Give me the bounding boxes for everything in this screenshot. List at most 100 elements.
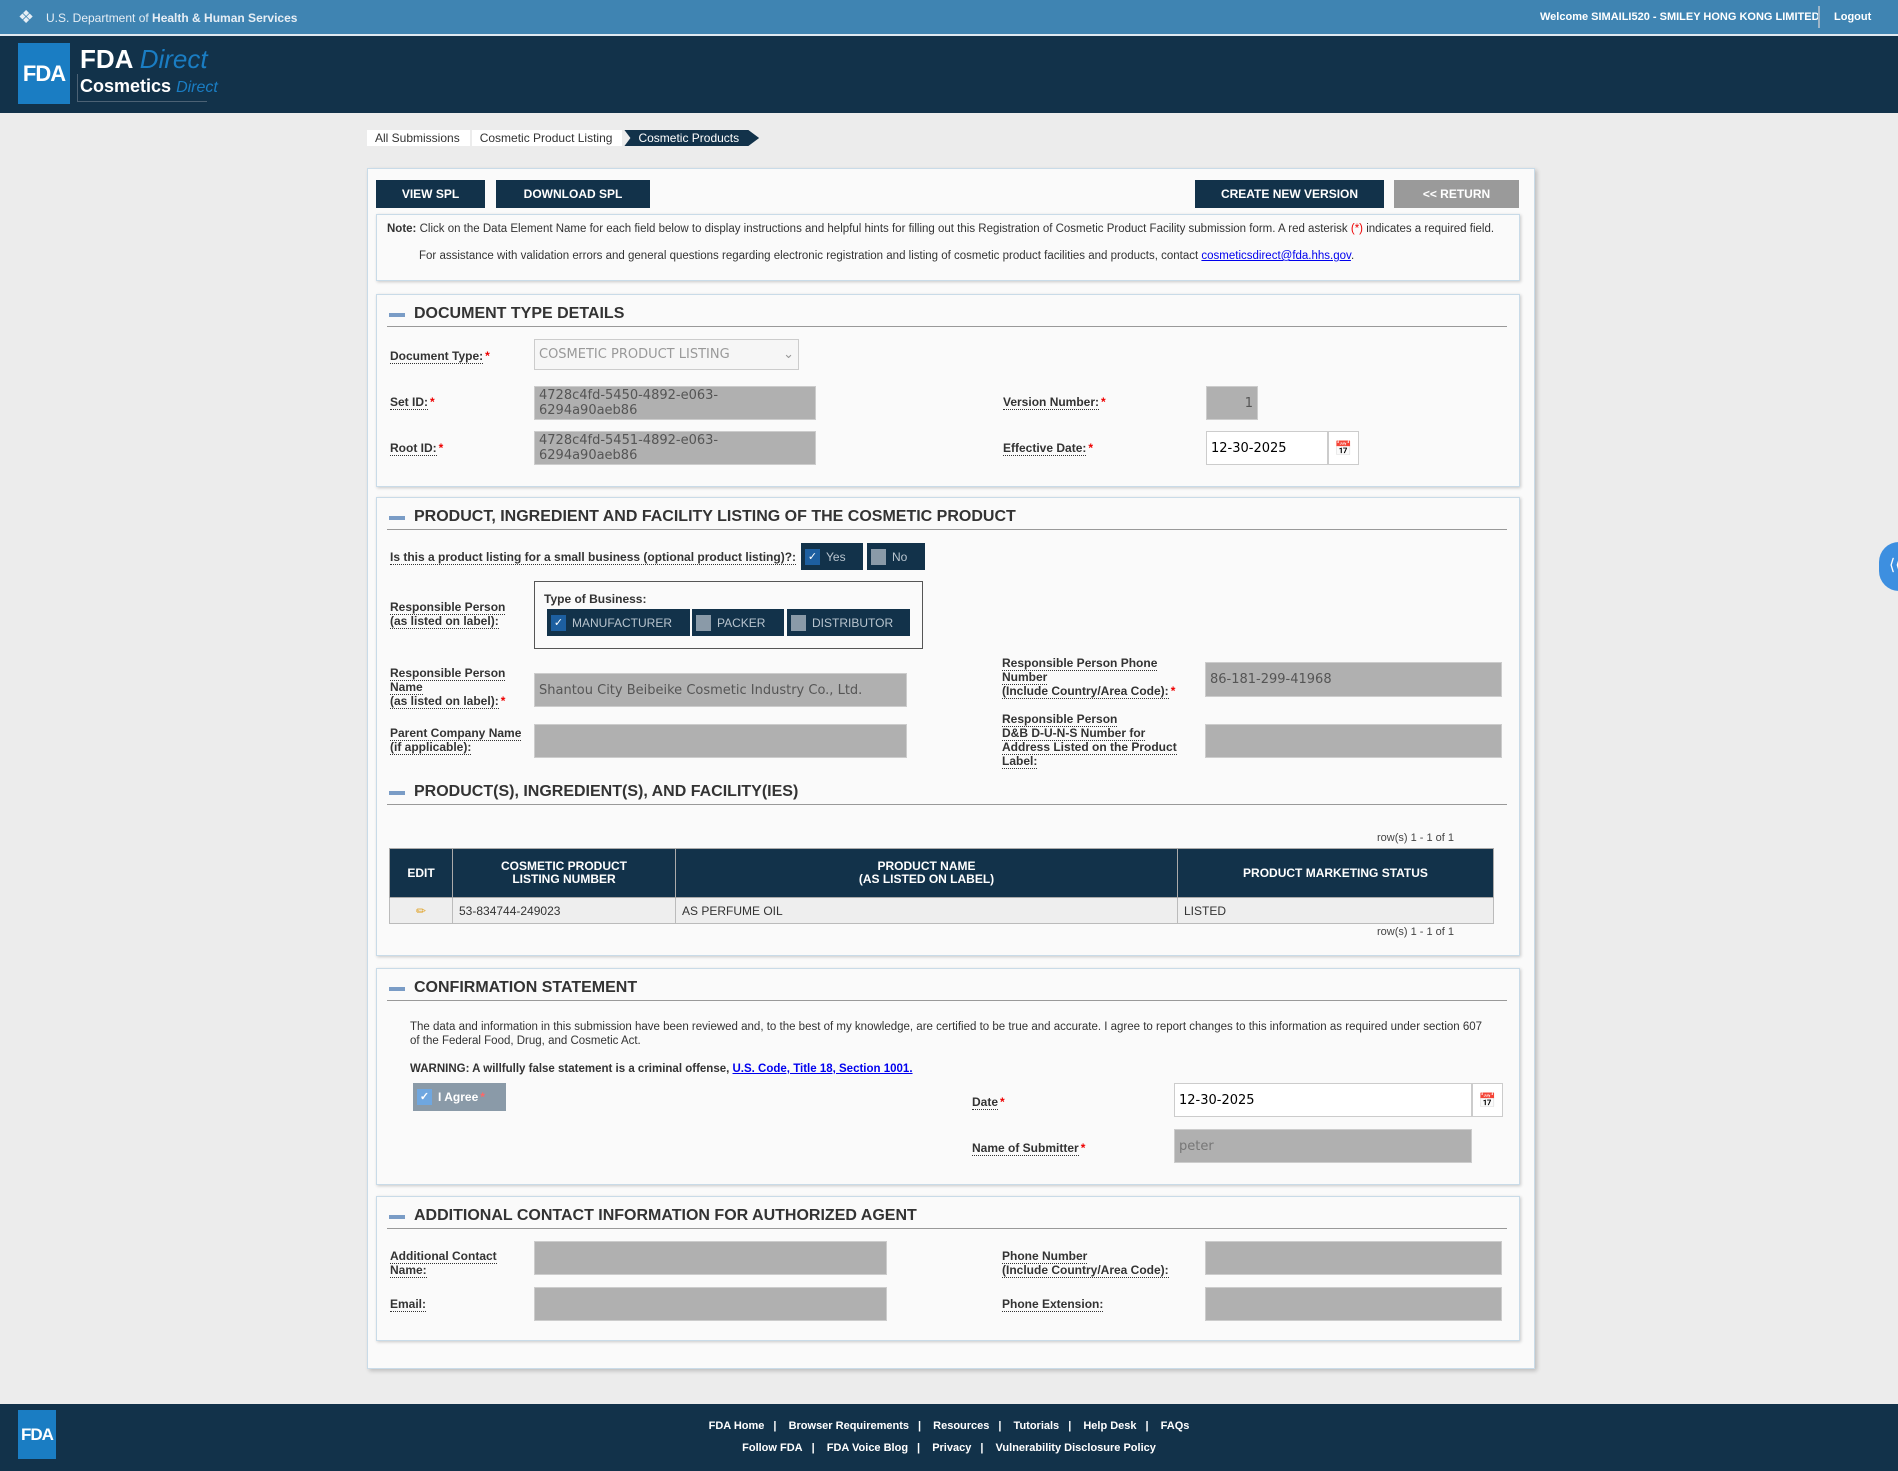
- footer-link-resources[interactable]: Resources: [933, 1420, 990, 1432]
- fda-logo[interactable]: FDA: [18, 43, 70, 104]
- breadcrumb-cosmetic-products: Cosmetic Products: [624, 130, 760, 146]
- duns-field[interactable]: [1205, 724, 1502, 758]
- submitter-name-field[interactable]: peter: [1174, 1129, 1472, 1163]
- product-name-cell: AS PERFUME OIL: [675, 897, 1178, 924]
- return-button[interactable]: << RETURN: [1394, 180, 1519, 208]
- label-text: Date: [972, 1095, 999, 1110]
- assist-period: .: [1350, 250, 1355, 262]
- parent-company-label[interactable]: Parent Company Name (if applicable):: [390, 726, 522, 755]
- view-spl-button[interactable]: VIEW SPL: [376, 180, 485, 208]
- agent-phone-label[interactable]: Phone Number (Include Country/Area Code):: [1002, 1249, 1169, 1278]
- version-number-field[interactable]: 1: [1206, 386, 1258, 420]
- effective-date-label[interactable]: Effective Date: *: [1003, 441, 1094, 456]
- note-text: Note: Click on the Data Element Name for…: [387, 222, 1509, 236]
- label-text: Email:: [390, 1297, 427, 1312]
- root-id-label[interactable]: Root ID: *: [390, 441, 444, 456]
- assistance-text: For assistance with validation errors an…: [387, 249, 1509, 263]
- col-listing-number[interactable]: COSMETIC PRODUCT LISTING NUMBER: [452, 848, 676, 898]
- footer-link-browser-requirements[interactable]: Browser Requirements: [788, 1420, 909, 1432]
- col-marketing-status[interactable]: PRODUCT MARKETING STATUS: [1177, 848, 1494, 898]
- date-label[interactable]: Date *: [972, 1095, 1005, 1110]
- download-spl-button[interactable]: DOWNLOAD SPL: [496, 180, 650, 208]
- small-business-label[interactable]: Is this a product listing for a small bu…: [390, 550, 797, 565]
- phone-extension-field[interactable]: [1205, 1287, 1502, 1321]
- logout-link[interactable]: Logout: [1834, 11, 1872, 23]
- responsible-person-name-label[interactable]: Responsible Person Name (as listed on labe…: [390, 666, 506, 709]
- hhs-agency-name[interactable]: U.S. Department of Health & Human Servic…: [46, 11, 297, 25]
- confirmation-date-field[interactable]: 12-30-2025: [1174, 1083, 1472, 1117]
- footer-link-follow-fda[interactable]: Follow FDA: [742, 1442, 803, 1454]
- type-of-business-group: Type of Business: ✓ MANUFACTURER PACKER D…: [534, 581, 923, 649]
- products-table: EDIT COSMETIC PRODUCT LISTING NUMBER PROD…: [389, 848, 1494, 924]
- breadcrumb-cosmetic-product-listing[interactable]: Cosmetic Product Listing: [471, 130, 623, 146]
- distributor-checkbox[interactable]: DISTRIBUTOR: [787, 609, 910, 636]
- submitter-name-label[interactable]: Name of Submitter *: [972, 1141, 1086, 1156]
- email-field[interactable]: [534, 1287, 887, 1321]
- col-line: LISTING NUMBER: [512, 872, 616, 886]
- document-type-label[interactable]: Document Type: *: [390, 349, 490, 364]
- rows-info-bottom: row(s) 1 - 1 of 1: [1377, 926, 1455, 938]
- responsible-person-label[interactable]: Responsible Person (as listed on label):: [390, 600, 506, 629]
- confirmation-text: The data and information in this submiss…: [410, 1021, 1483, 1047]
- footer-link-fda-home[interactable]: FDA Home: [708, 1420, 765, 1432]
- version-number-label[interactable]: Version Number: *: [1003, 395, 1106, 410]
- set-id-label[interactable]: Set ID: *: [390, 395, 435, 410]
- effective-date-field[interactable]: 12-30-2025: [1206, 431, 1328, 465]
- section-title[interactable]: ADDITIONAL CONTACT INFORMATION FOR AUTHO…: [387, 1207, 1507, 1229]
- duns-label[interactable]: Responsible Person D&B D-U-N-S Number for…: [1002, 712, 1177, 769]
- calendar-icon[interactable]: 📅: [1328, 431, 1359, 465]
- note-body: Click on the Data Element Name for each …: [416, 223, 1351, 235]
- small-business-yes-toggle[interactable]: ✓ Yes: [801, 543, 863, 570]
- footer-fda-logo[interactable]: FDA: [18, 1410, 56, 1459]
- document-type-select[interactable]: COSMETIC PRODUCT LISTING ⌄: [534, 339, 799, 370]
- manufacturer-checkbox[interactable]: ✓ MANUFACTURER: [547, 609, 690, 636]
- section-title[interactable]: CONFIRMATION STATEMENT: [387, 979, 1507, 1001]
- fda-direct-title[interactable]: FDA Direct: [80, 44, 208, 75]
- cosmetics-direct-subtitle: Cosmetics Direct: [80, 76, 218, 97]
- footer-link-tutorials[interactable]: Tutorials: [1013, 1420, 1060, 1432]
- assist-body: For assistance with validation errors an…: [419, 250, 1202, 262]
- i-agree-checkbox[interactable]: ✓ I Agree *: [413, 1083, 506, 1111]
- section-title[interactable]: PRODUCT, INGREDIENT AND FACILITY LISTING…: [387, 508, 1507, 530]
- section-title[interactable]: DOCUMENT TYPE DETAILS: [387, 305, 1507, 327]
- additional-contact-field[interactable]: [534, 1241, 887, 1275]
- footer-link-faqs[interactable]: FAQs: [1160, 1420, 1190, 1432]
- footer-link-help-desk[interactable]: Help Desk: [1083, 1420, 1137, 1432]
- additional-contact-label[interactable]: Additional Contact Name:: [390, 1249, 497, 1278]
- edit-pencil-icon[interactable]: ✏: [389, 897, 453, 924]
- responsible-person-phone-label[interactable]: Responsible Person Phone Number (Include C…: [1002, 656, 1176, 699]
- agent-phone-field[interactable]: [1205, 1241, 1502, 1275]
- support-email-link[interactable]: cosmeticsdirect@fda.hhs.gov: [1201, 250, 1351, 262]
- footer-link-vulnerability-disclosure[interactable]: Vulnerability Disclosure Policy: [995, 1442, 1156, 1454]
- root-id-field[interactable]: 4728c4fd-5451-4892-e063-6294a90aeb86: [534, 431, 816, 465]
- welcome-text: Welcome SIMAILI520 - SMILEY HONG KONG LI…: [1540, 11, 1820, 23]
- phone-extension-label[interactable]: Phone Extension:: [1002, 1297, 1104, 1312]
- set-id-field[interactable]: 4728c4fd-5450-4892-e063-6294a90aeb86: [534, 386, 816, 420]
- email-label[interactable]: Email:: [390, 1297, 427, 1312]
- divider: [1818, 6, 1820, 28]
- footer-link-fda-voice-blog[interactable]: FDA Voice Blog: [826, 1442, 909, 1454]
- side-panel-toggle-icon[interactable]: ⟨⟨: [1879, 542, 1898, 591]
- footer-link-privacy[interactable]: Privacy: [932, 1442, 972, 1454]
- title-direct: Direct: [139, 44, 208, 74]
- label-text: Name of Submitter: [972, 1141, 1079, 1156]
- subtitle-direct: Direct: [176, 79, 218, 96]
- us-code-link[interactable]: U.S. Code, Title 18, Section 1001.: [732, 1063, 913, 1075]
- small-business-no-toggle[interactable]: No: [867, 543, 925, 570]
- label-line: Address Listed on the Product: [1002, 740, 1177, 755]
- breadcrumb-all-submissions[interactable]: All Submissions: [367, 130, 470, 146]
- create-new-version-button[interactable]: CREATE NEW VERSION: [1195, 180, 1384, 208]
- products-subsection-title[interactable]: PRODUCT(S), INGREDIENT(S), AND FACILITY(…: [387, 783, 1507, 805]
- packer-checkbox[interactable]: PACKER: [692, 609, 784, 636]
- label-line: Name:: [390, 1263, 427, 1278]
- calendar-icon[interactable]: 📅: [1472, 1083, 1503, 1117]
- label-line: Additional Contact: [390, 1249, 497, 1264]
- responsible-person-name-field[interactable]: Shantou City Beibeike Cosmetic Industry …: [534, 673, 907, 707]
- label-text: Version Number:: [1003, 395, 1100, 410]
- col-product-name[interactable]: PRODUCT NAME (AS LISTED ON LABEL): [675, 848, 1178, 898]
- responsible-person-phone-field[interactable]: 86-181-299-41968: [1205, 662, 1502, 697]
- label-text: Effective Date:: [1003, 441, 1087, 456]
- label-line: D&B D-U-N-S Number for: [1002, 726, 1146, 741]
- site-header: FDA FDA Direct Cosmetics Direct: [0, 36, 1898, 113]
- parent-company-field[interactable]: [534, 724, 907, 758]
